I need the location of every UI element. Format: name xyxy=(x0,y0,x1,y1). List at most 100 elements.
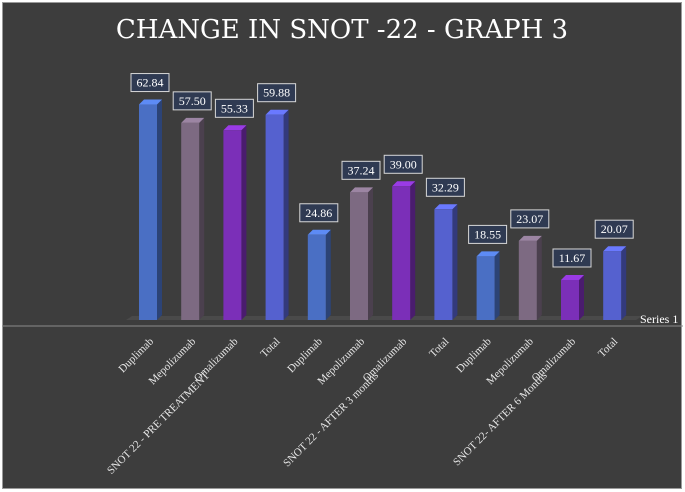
data-label: 39.00 xyxy=(383,154,423,174)
bar-side xyxy=(494,251,500,320)
data-label-text: 37.24 xyxy=(348,163,375,177)
bar-top xyxy=(476,251,500,257)
bar xyxy=(561,274,584,320)
bar-front xyxy=(434,209,453,320)
chart-title: CHANGE IN SNOT -22 - GRAPH 3 xyxy=(116,15,568,45)
bar xyxy=(518,235,542,320)
category-label: Total xyxy=(427,336,451,360)
bar-front xyxy=(223,130,242,320)
data-label-box xyxy=(468,224,508,244)
bar xyxy=(434,204,458,320)
data-label-text: 59.88 xyxy=(263,86,290,100)
data-label-box xyxy=(594,219,634,239)
legend-label: Series 1 xyxy=(640,312,678,326)
group-label: SNOT 22 - PRE TREATMENT xyxy=(105,369,212,476)
bar-top xyxy=(603,246,627,252)
data-label-text: 39.00 xyxy=(390,157,417,171)
data-label-box xyxy=(341,160,381,180)
bar-side xyxy=(157,99,162,320)
bar-side xyxy=(241,125,247,320)
data-label-text: 11.67 xyxy=(559,251,586,265)
bar-top xyxy=(518,235,542,241)
bar-side xyxy=(325,229,331,320)
data-label-box xyxy=(510,209,550,229)
group-label: SNOT 22 - AFTER 3 months xyxy=(281,370,381,470)
bar xyxy=(181,117,205,320)
data-label: 11.67 xyxy=(552,248,592,268)
bar-top xyxy=(265,109,289,115)
bar-side xyxy=(536,235,542,320)
bar-front xyxy=(350,192,368,320)
bar xyxy=(265,109,289,320)
bar xyxy=(223,125,247,320)
group-label: SNOT 22- AFTER 6 Months xyxy=(451,370,550,469)
bar-side xyxy=(410,181,416,320)
bar xyxy=(350,187,373,320)
data-label: 18.55 xyxy=(468,224,508,244)
bar-top xyxy=(139,99,162,105)
bar-top xyxy=(392,181,416,187)
data-label-text: 57.50 xyxy=(179,94,206,108)
category-label: Duplimab xyxy=(454,335,494,375)
data-label-box xyxy=(130,73,170,93)
bar-side xyxy=(283,109,289,320)
data-label-box xyxy=(172,91,212,111)
bar-front xyxy=(603,251,622,320)
data-label: 24.86 xyxy=(299,203,339,223)
data-label: 20.07 xyxy=(594,219,634,239)
bar-front xyxy=(181,122,200,320)
bar-front xyxy=(392,186,411,320)
bar-top xyxy=(434,204,458,210)
bar-top xyxy=(223,125,247,131)
bar-side xyxy=(452,204,458,320)
data-label: 62.84 xyxy=(130,73,170,93)
data-label-text: 62.84 xyxy=(137,76,164,90)
bar xyxy=(476,251,500,320)
data-label: 59.88 xyxy=(257,83,297,103)
category-label: Duplimab xyxy=(285,335,325,375)
bar-side xyxy=(368,187,373,320)
data-label-text: 18.55 xyxy=(474,227,501,241)
category-label: Total xyxy=(258,336,282,360)
bar-side xyxy=(199,117,205,320)
data-label-text: 23.07 xyxy=(516,212,543,226)
data-label-box xyxy=(257,83,297,103)
data-label: 37.24 xyxy=(341,160,381,180)
bar-side xyxy=(621,246,627,320)
bar-top xyxy=(181,117,205,123)
data-label-box xyxy=(214,98,254,118)
bar-front xyxy=(476,256,495,320)
bar-front xyxy=(139,104,157,320)
bar-front xyxy=(518,240,537,320)
bar-front xyxy=(307,234,326,320)
data-label-text: 32.29 xyxy=(432,180,459,194)
bar xyxy=(139,99,162,320)
data-label: 23.07 xyxy=(510,209,550,229)
data-label-text: 55.33 xyxy=(221,101,248,115)
bar xyxy=(392,181,416,320)
data-label: 57.50 xyxy=(172,91,212,111)
bar xyxy=(603,246,627,320)
data-label-text: 20.07 xyxy=(601,222,628,236)
data-label-box xyxy=(299,203,339,223)
data-label-box xyxy=(552,248,592,268)
bar-top xyxy=(350,187,373,193)
chart-floor xyxy=(126,316,643,320)
data-label-box xyxy=(425,177,465,197)
data-label-text: 24.86 xyxy=(305,206,332,220)
data-label: 32.29 xyxy=(425,177,465,197)
bar-side xyxy=(579,274,584,320)
data-label: 55.33 xyxy=(214,98,254,118)
bar-top xyxy=(561,274,584,280)
bar-front xyxy=(561,279,579,320)
bar-front xyxy=(265,114,284,320)
chart-marks: 62.84Duplimab57.50Mepolizumab55.33Omaliz… xyxy=(2,73,683,477)
category-label: Total xyxy=(596,336,620,360)
category-label: Duplimab xyxy=(117,335,157,375)
bar xyxy=(307,229,331,320)
bar-top xyxy=(307,229,331,235)
data-label-box xyxy=(383,154,423,174)
